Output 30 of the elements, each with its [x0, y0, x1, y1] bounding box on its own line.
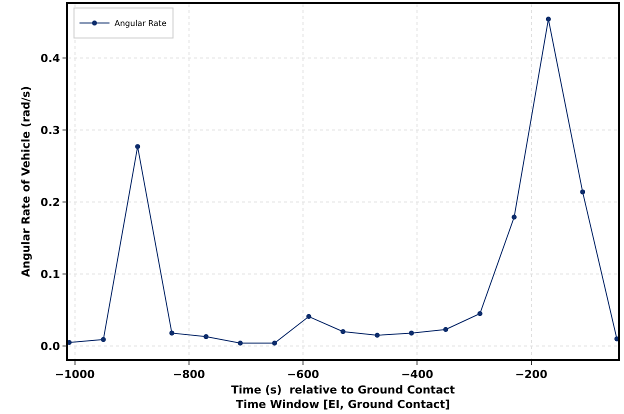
point	[408, 330, 414, 336]
point	[204, 334, 209, 340]
point	[580, 189, 586, 194]
point	[100, 337, 106, 342]
point	[238, 340, 243, 346]
point	[340, 329, 346, 334]
x-axis-title: Time (s) relative to Ground Contact Time Window [EI, Ground Contact]	[231, 384, 455, 411]
legend-label: Angular Rate	[114, 19, 167, 28]
point	[477, 311, 482, 316]
x-tick-label: −600	[286, 368, 320, 381]
y-tick-label: 0.4	[40, 52, 60, 65]
x-tick-label: −800	[172, 368, 206, 381]
x-tick-label: −200	[515, 368, 548, 381]
point	[443, 326, 448, 332]
x-tick-label: −1000	[54, 368, 96, 381]
y-tick-label: 0.0	[40, 340, 60, 353]
point	[68, 340, 72, 345]
y-tick-label: 0.1	[40, 268, 60, 281]
point	[272, 340, 278, 346]
point	[546, 16, 551, 22]
point	[512, 214, 517, 220]
y-tick-label: 0.3	[40, 124, 60, 137]
y-tick-label: 0.2	[40, 196, 60, 209]
point	[306, 314, 312, 320]
point	[614, 336, 618, 342]
point	[374, 332, 380, 338]
y-axis-title: Angular Rate of Vehicle (rad/s)	[20, 86, 33, 278]
x-tick-label: −400	[401, 368, 434, 381]
point	[135, 144, 140, 150]
point	[169, 330, 174, 336]
